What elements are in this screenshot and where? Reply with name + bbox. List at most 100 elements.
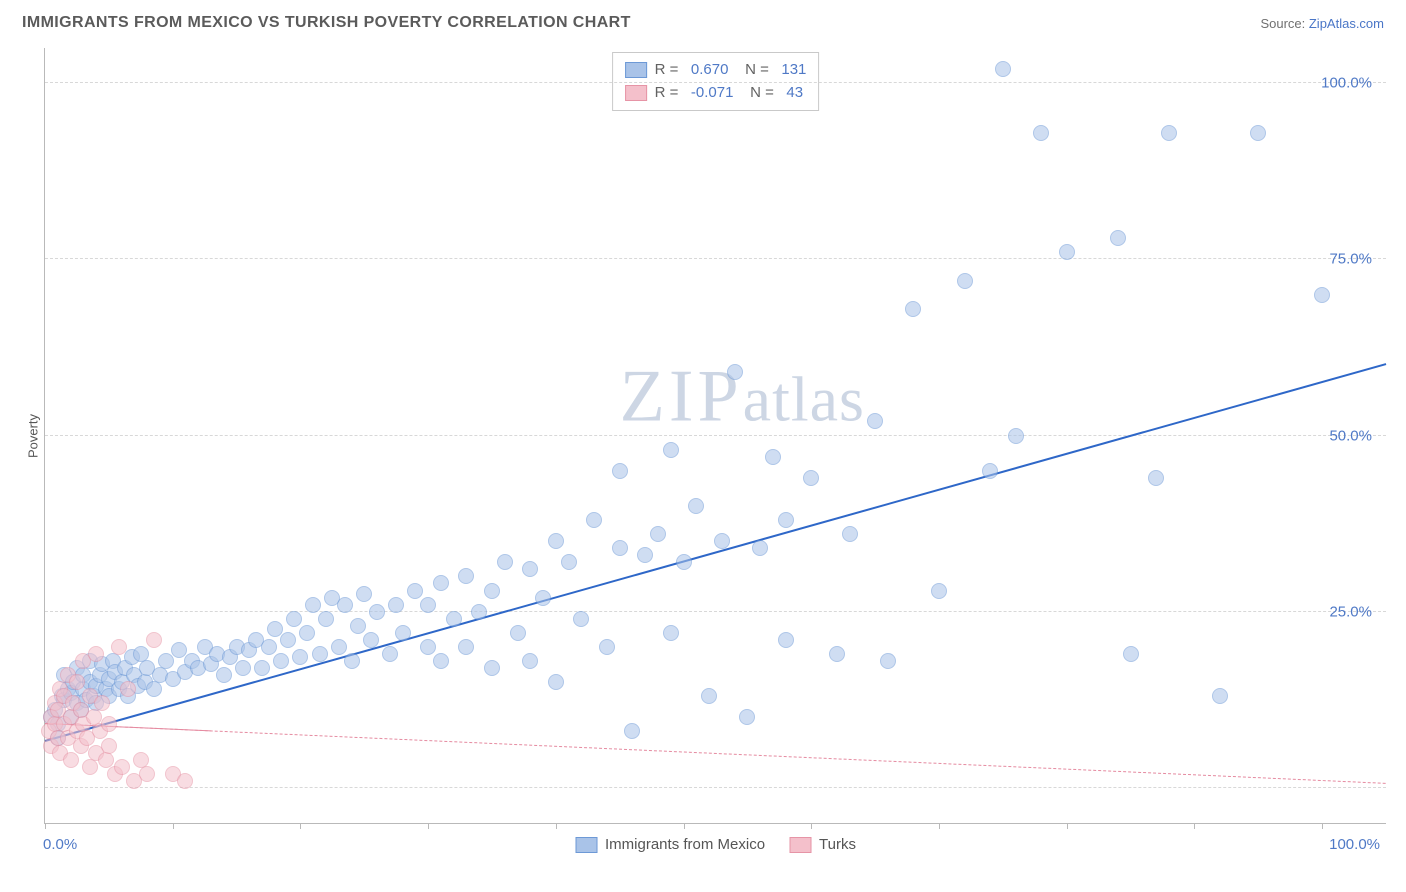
data-point [663,442,679,458]
stats-text: R = 0.670 N = 131 [655,58,807,81]
data-point [778,512,794,528]
data-point [88,646,104,662]
data-point [484,583,500,599]
data-point [1110,230,1126,246]
x-axis-min-label: 0.0% [43,836,77,853]
data-point [612,540,628,556]
x-tick [939,823,940,829]
data-point [139,766,155,782]
data-point [420,597,436,613]
x-tick [684,823,685,829]
data-point [548,533,564,549]
data-point [111,639,127,655]
legend-label: Turks [819,836,856,853]
regression-line [45,723,1386,784]
data-point [778,632,794,648]
source-link[interactable]: ZipAtlas.com [1309,16,1384,31]
data-point [286,611,302,627]
y-axis-label: Poverty [26,413,41,457]
x-tick [173,823,174,829]
data-point [292,649,308,665]
legend-item: Turks [789,836,856,853]
data-point [177,773,193,789]
data-point [867,413,883,429]
data-point [663,625,679,641]
data-point [120,681,136,697]
data-point [548,674,564,690]
data-point [612,463,628,479]
gridline [45,82,1386,83]
data-point [101,738,117,754]
stats-row: R = 0.670 N = 131 [625,58,807,81]
data-point [101,716,117,732]
data-point [957,273,973,289]
data-point [356,586,372,602]
data-point [312,646,328,662]
gridline [45,611,1386,612]
data-point [280,632,296,648]
data-point [752,540,768,556]
data-point [146,681,162,697]
x-tick [811,823,812,829]
data-point [331,639,347,655]
data-point [650,526,666,542]
data-point [433,575,449,591]
gridline [45,787,1386,788]
data-point [829,646,845,662]
data-point [82,759,98,775]
data-point [254,660,270,676]
data-point [701,688,717,704]
data-point [407,583,423,599]
data-point [995,61,1011,77]
page-title: IMMIGRANTS FROM MEXICO VS TURKISH POVERT… [22,14,631,32]
y-tick-label: 50.0% [1329,427,1372,444]
data-point [510,625,526,641]
data-point [624,723,640,739]
data-point [905,301,921,317]
data-point [261,639,277,655]
data-point [535,590,551,606]
scatter-chart: Poverty ZIPatlas R = 0.670 N = 131R = -0… [44,48,1386,824]
data-point [299,625,315,641]
data-point [688,498,704,514]
data-point [63,752,79,768]
data-point [982,463,998,479]
x-axis-max-label: 100.0% [1329,836,1380,853]
data-point [273,653,289,669]
data-point [1161,125,1177,141]
data-point [114,759,130,775]
data-point [420,639,436,655]
gridline [45,435,1386,436]
stats-row: R = -0.071 N = 43 [625,81,807,104]
data-point [305,597,321,613]
data-point [382,646,398,662]
data-point [739,709,755,725]
data-point [497,554,513,570]
x-tick [1322,823,1323,829]
legend-label: Immigrants from Mexico [605,836,765,853]
legend-swatch [625,62,647,78]
stats-text: R = -0.071 N = 43 [655,81,803,104]
data-point [765,449,781,465]
data-point [727,364,743,380]
data-point [1059,244,1075,260]
data-point [1123,646,1139,662]
data-point [676,554,692,570]
x-tick [300,823,301,829]
data-point [484,660,500,676]
data-point [522,561,538,577]
data-point [216,667,232,683]
data-point [318,611,334,627]
data-point [94,695,110,711]
gridline [45,258,1386,259]
data-point [522,653,538,669]
y-tick-label: 100.0% [1321,75,1372,92]
data-point [1212,688,1228,704]
data-point [433,653,449,669]
legend-item: Immigrants from Mexico [575,836,765,853]
data-point [395,625,411,641]
data-point [337,597,353,613]
data-point [350,618,366,634]
data-point [803,470,819,486]
data-point [69,674,85,690]
